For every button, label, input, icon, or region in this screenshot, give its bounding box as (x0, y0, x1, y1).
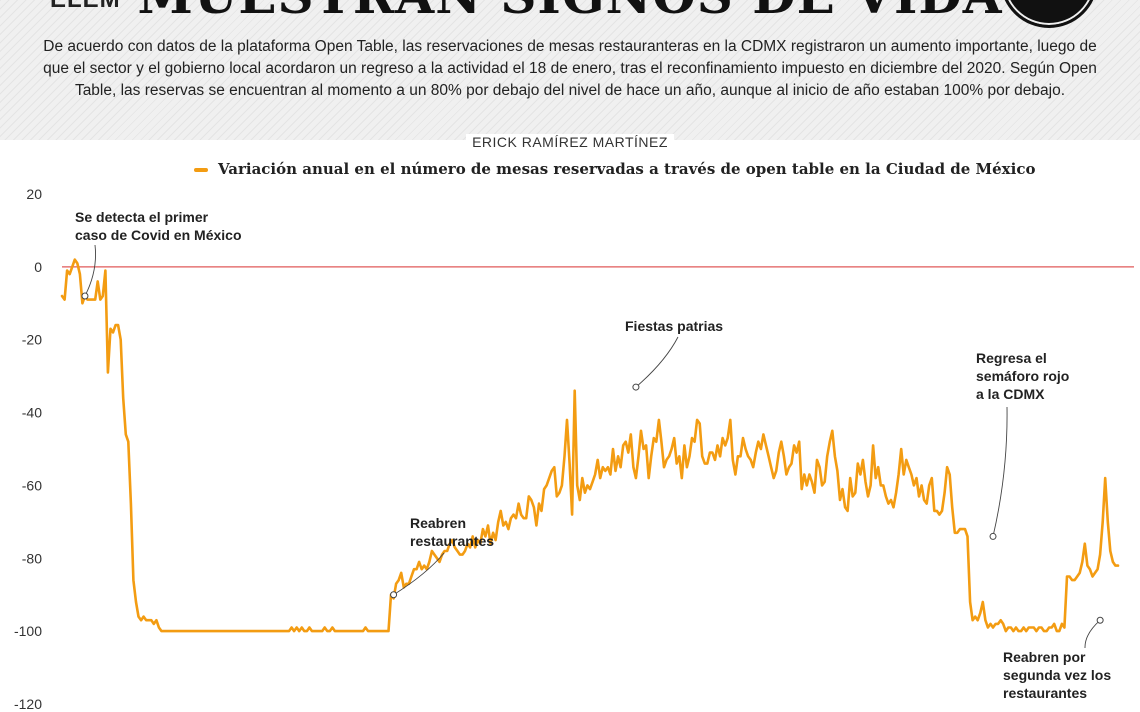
author-name: ERICK RAMÍREZ MARTÍNEZ (466, 134, 674, 150)
legend-swatch (194, 168, 208, 172)
author-byline: ERICK RAMÍREZ MARTÍNEZ (0, 134, 1140, 150)
annotation-leader (992, 406, 1008, 537)
chart-legend: Variación anual en el número de mesas re… (194, 160, 1035, 178)
y-tick-label: 20 (26, 186, 42, 202)
legend-label: Variación anual en el número de mesas re… (218, 160, 1036, 178)
annotation-marker (1096, 616, 1104, 624)
annotation-marker (81, 292, 89, 300)
annotation-leader (1084, 619, 1101, 649)
y-tick-label: -20 (22, 332, 42, 348)
annotation-label: caso de Covid en México (75, 227, 242, 243)
y-tick-label: 0 (34, 259, 42, 275)
header-band: ELEM MUESTRAN SIGNOS DE VIDA De acuerdo … (0, 0, 1140, 140)
intro-paragraph: De acuerdo con datos de la plataforma Op… (43, 38, 1097, 99)
annotation-marker (390, 591, 398, 599)
annotation-label: restaurantes (410, 533, 494, 549)
brand-logo: ELEM (50, 0, 121, 14)
annotation-marker (989, 532, 997, 540)
annotation-label: Regresa el (976, 350, 1047, 366)
y-tick-label: -120 (14, 696, 42, 712)
y-tick-label: -80 (22, 550, 42, 566)
y-tick-label: -40 (22, 405, 42, 421)
annotation-label: segunda vez los (1003, 667, 1111, 683)
annotation-marker (632, 383, 640, 391)
annotation-leader (84, 244, 96, 297)
annotation-label: Se detecta el primer (75, 209, 209, 225)
annotation-label: semáforo rojo (976, 368, 1069, 384)
annotation-leader (393, 552, 445, 596)
headline: MUESTRAN SIGNOS DE VIDA (0, 0, 1140, 25)
annotation-label: Fiestas patrias (625, 318, 723, 334)
annotation-label: restaurantes (1003, 685, 1087, 701)
y-tick-label: -100 (14, 623, 42, 639)
annotation-label: a la CDMX (976, 386, 1045, 402)
annotation-label: Reabren (410, 515, 466, 531)
y-tick-label: -60 (22, 477, 42, 493)
annotation-leader (635, 336, 679, 388)
series-line (60, 258, 1120, 633)
annotation-label: Reabren por (1003, 649, 1086, 665)
